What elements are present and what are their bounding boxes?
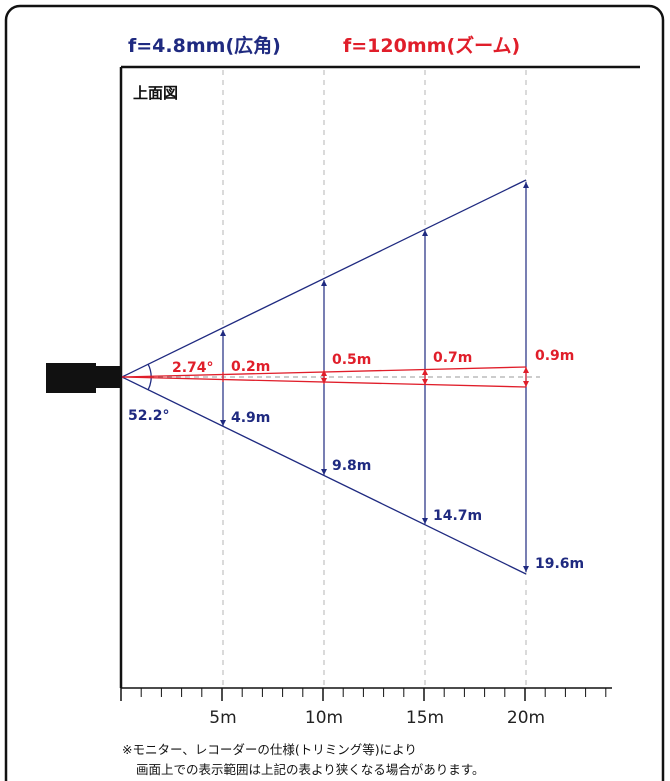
wide-width-label-15m: 14.7m	[433, 508, 482, 524]
wide-upper-edge	[121, 179, 527, 378]
distance-tick-label-5m: 5m	[209, 708, 236, 728]
distance-axis: 5m 10m 15m 20m	[120, 687, 612, 728]
zoom-field-of-view	[121, 366, 529, 388]
wide-field-of-view	[121, 179, 529, 575]
zoom-width-label-20m: 0.9m	[535, 348, 574, 364]
wide-lower-edge	[121, 376, 527, 575]
zoom-angle-label: 2.74°	[172, 360, 214, 376]
wide-width-label-5m: 4.9m	[231, 410, 270, 426]
wide-width-label-20m: 19.6m	[535, 556, 584, 572]
distance-axis-ticks	[120, 688, 607, 701]
camera-icon	[46, 363, 122, 393]
distance-tick-label-15m: 15m	[406, 708, 444, 728]
distance-gridlines	[222, 70, 527, 688]
wide-width-label-10m: 9.8m	[332, 458, 371, 474]
wide-angle-arc	[147, 363, 152, 391]
footnote-line-2: 画面上での表示範囲は上記の表より狭くなる場合があります。	[136, 762, 485, 777]
wide-angle-label: 52.2°	[128, 408, 170, 424]
zoom-lens-label: f=120mm(ズーム)	[343, 34, 520, 57]
outer-frame	[4, 4, 665, 781]
zoom-width-label-15m: 0.7m	[433, 350, 472, 366]
zoom-width-label-5m: 0.2m	[231, 359, 270, 375]
panel-title: 上面図	[133, 84, 178, 102]
footnote-line-1: ※モニター、レコーダーの仕様(トリミング等)により	[122, 742, 417, 757]
distance-tick-label-10m: 10m	[305, 708, 343, 728]
zoom-width-label-10m: 0.5m	[332, 352, 371, 368]
wide-lens-label: f=4.8mm(広角)	[128, 34, 281, 57]
distance-tick-label-20m: 20m	[507, 708, 545, 728]
